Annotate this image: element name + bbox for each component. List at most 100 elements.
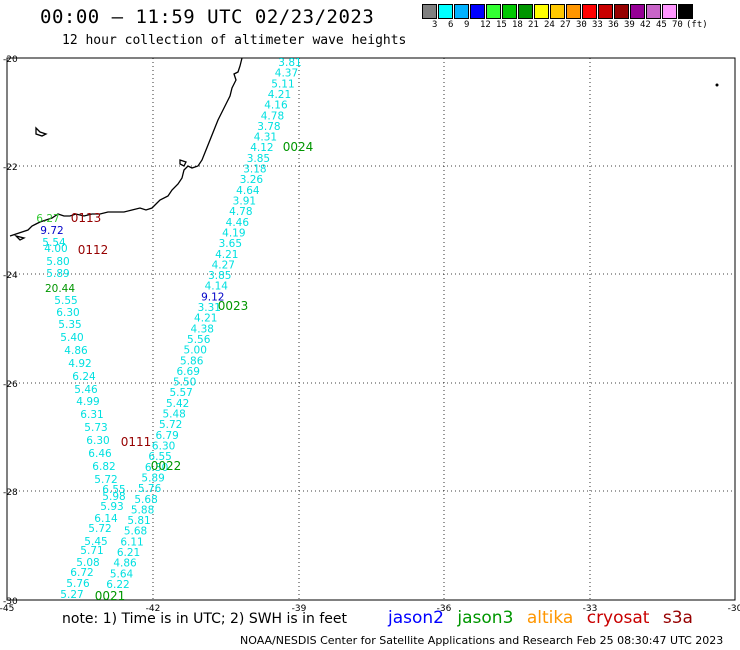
west-track-value: 5.80 (46, 256, 69, 268)
east-track-value: 3.81 (278, 57, 301, 69)
legend-labels: 3 6 9 12 15 18 21 24 27 30 33 36 39 42 45 70 (ft) (422, 19, 708, 33)
east-track-value: 5.50 (173, 377, 196, 389)
legend-label: 9 (464, 20, 470, 30)
x-tick-label: -39 (292, 604, 307, 614)
east-track-value: 4.21 (215, 249, 238, 261)
west-track-value: 5.89 (46, 268, 69, 280)
west-track-value: 6.24 (72, 371, 96, 383)
west-track-value: 4.00 (44, 243, 67, 255)
west-track-value: 6.31 (80, 409, 103, 421)
legend-swatch (550, 4, 565, 19)
east-track-value: 4.37 (275, 68, 298, 80)
east-track-value: 6.11 (120, 536, 143, 548)
west-track-value: 6.30 (56, 307, 79, 319)
west-track-value: 5.93 (100, 501, 123, 513)
east-track-value: 4.14 (205, 281, 229, 293)
west-track-value: 5.72 (94, 474, 117, 486)
east-track-value: 3.18 (243, 164, 266, 176)
pass-time-label: 0113 (71, 211, 102, 225)
legend-label: 3 (432, 20, 438, 30)
note-text: note: 1) Time is in UTC; 2) SWH is in fe… (62, 611, 348, 627)
west-track-value: 6.46 (88, 448, 112, 460)
wave-height-legend: 3 6 9 12 15 18 21 24 27 30 33 36 39 42 45 70 (ft) (422, 4, 708, 33)
pass-time-label: 0022 (151, 459, 182, 473)
west-track-value: 5.45 (84, 536, 107, 548)
legend-swatch (438, 4, 453, 19)
west-track-value: 5.08 (76, 557, 99, 569)
map-subtitle: 12 hour collection of altimeter wave hei… (62, 33, 407, 48)
legend-label: 39 (624, 20, 635, 30)
west-track-value: 6.30 (86, 435, 109, 447)
legend-label: 27 (560, 20, 571, 30)
legend-swatch (646, 4, 661, 19)
legend-swatch (454, 4, 469, 19)
sat-jason3: jason3 (457, 608, 514, 628)
island-dot (715, 83, 719, 87)
east-track-value: 6.79 (155, 430, 178, 442)
west-track-value: 5.76 (66, 578, 90, 590)
footer-credit: NOAA/NESDIS Center for Satellite Applica… (240, 634, 724, 647)
legend-label: 18 (512, 20, 523, 30)
x-tick-label: -30 (728, 604, 740, 614)
east-track-value: 6.30 (145, 462, 168, 474)
east-track-value: 5.48 (162, 409, 185, 421)
legend-swatch (470, 4, 485, 19)
east-track-value: 4.21 (194, 313, 217, 325)
pass-time-labels: 0024 0113 0112 0023 0111 0022 0021 (71, 140, 314, 603)
east-track-value: 4.78 (261, 110, 284, 122)
legend-swatch (678, 4, 693, 19)
west-track-value: 6.14 (94, 513, 118, 525)
legend-label: 24 (544, 20, 555, 30)
east-track-value: 5.64 (110, 568, 134, 580)
legend-label: 42 (640, 20, 651, 30)
west-track-value: 5.98 (102, 491, 125, 503)
east-track-value: 4.78 (229, 206, 252, 218)
legend-label: 70 (672, 20, 683, 30)
pass-time-label: 0024 (283, 140, 314, 154)
legend-swatches (422, 4, 694, 19)
east-track-value: 4.16 (264, 100, 288, 112)
west-track-value: 6.27 (36, 213, 59, 225)
west-track-values: 6.279.725.544.005.805.8920.445.556.305.3… (36, 213, 125, 601)
legend-label: 30 (576, 20, 587, 30)
east-track-value: 4.12 (250, 142, 273, 154)
y-tick-label: -28 (3, 488, 18, 498)
sat-s3a: s3a (662, 608, 693, 628)
west-track-value: 5.55 (54, 295, 77, 307)
west-track-value: 5.27 (60, 589, 83, 601)
axis-tick-labels: -45 -42 -39 -36 -33 -30 -20 -22 -24 -26 -28 -30 (0, 55, 740, 614)
satellite-legend: jason2 jason3 altika cryosat s3a (388, 608, 701, 628)
east-track-value: 4.46 (226, 217, 250, 229)
legend-swatch (630, 4, 645, 19)
west-track-value: 5.73 (84, 422, 107, 434)
west-track-value: 4.99 (76, 396, 99, 408)
west-track-value: 5.71 (80, 545, 103, 557)
legend-swatch (534, 4, 549, 19)
pass-time-label: 0111 (121, 435, 152, 449)
east-track-value: 6.69 (177, 366, 200, 378)
east-track-value: 3.78 (257, 121, 280, 133)
east-track-value: 5.72 (159, 419, 182, 431)
east-track-value: 4.21 (268, 89, 291, 101)
east-track-value: 4.27 (212, 259, 235, 271)
west-track-value: 20.44 (45, 283, 75, 295)
east-track-value: 5.88 (131, 504, 154, 516)
x-tick-label: -42 (146, 604, 161, 614)
east-track-value: 3.65 (219, 238, 242, 250)
west-track-value: 5.35 (58, 319, 81, 331)
west-track-value: 4.86 (64, 345, 88, 357)
east-track-value: 4.64 (236, 185, 260, 197)
legend-label: 33 (592, 20, 603, 30)
east-track-value: 6.30 (152, 441, 175, 453)
legend-swatch (598, 4, 613, 19)
sat-altika: altika (526, 608, 574, 628)
legend-unit: (ft) (686, 20, 708, 30)
sat-jason2: jason2 (388, 608, 444, 628)
legend-swatch (518, 4, 533, 19)
legend-label: 36 (608, 20, 619, 30)
x-tick-label: -45 (0, 604, 14, 614)
legend-swatch (662, 4, 677, 19)
east-track-value: 3.31 (198, 302, 221, 314)
west-track-value: 6.55 (102, 484, 125, 496)
